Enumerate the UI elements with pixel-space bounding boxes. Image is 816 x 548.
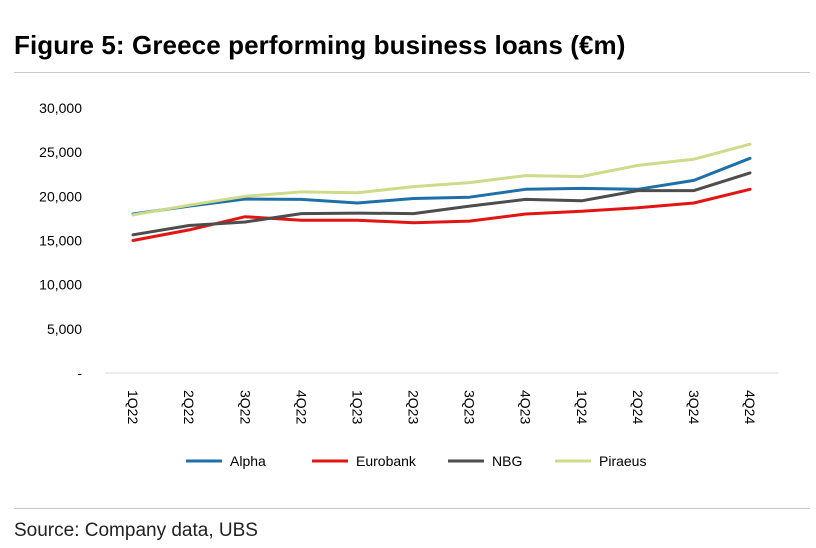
x-axis: 1Q22 2Q22 3Q22 4Q22 1Q23 2Q23 3Q23 4Q23 1Q24 2Q24…: [105, 372, 778, 424]
y-tick-label: -: [77, 365, 82, 381]
series-line-piraeus: [131, 142, 752, 217]
x-tick-label: 2Q23: [406, 390, 422, 424]
x-tick-label: 3Q22: [237, 390, 253, 424]
x-tick-label: 3Q23: [462, 390, 478, 424]
legend: Alpha Eurobank NBG Piraeus: [186, 453, 646, 469]
x-tick-label: 1Q22: [125, 390, 141, 424]
y-axis: - 5,000 10,000 15,000 20,000 25,000 30,000: [39, 100, 82, 381]
chart-title: Figure 5: Greece performing business loa…: [14, 30, 626, 60]
x-tick-label: 4Q22: [293, 390, 309, 424]
x-tick-label: 3Q24: [686, 390, 702, 424]
y-tick-label: 5,000: [47, 321, 82, 337]
source-note: Source: Company data, UBS: [14, 520, 258, 541]
line-chart: - 5,000 10,000 15,000 20,000 25,000 30,000 1Q2…: [39, 100, 778, 469]
legend-label-eurobank: Eurobank: [356, 453, 417, 469]
legend-label-alpha: Alpha: [230, 453, 266, 469]
y-tick-label: 25,000: [39, 144, 82, 160]
y-tick-label: 20,000: [39, 188, 82, 204]
x-tick-label: 4Q24: [742, 390, 758, 424]
series-line-eurobank: [131, 187, 752, 242]
series-line-alpha: [131, 156, 752, 216]
title-divider: [14, 72, 810, 73]
legend-label-nbg: NBG: [492, 453, 522, 469]
x-tick-label: 1Q23: [349, 390, 365, 424]
x-tick-label: 2Q24: [630, 390, 646, 424]
x-tick-label: 1Q24: [574, 390, 590, 424]
series-lines: [131, 142, 752, 242]
x-tick-label: 2Q22: [181, 390, 197, 424]
source-divider: [14, 508, 810, 509]
series-line-nbg: [131, 171, 752, 237]
x-tick-label: 4Q23: [518, 390, 534, 424]
y-tick-label: 10,000: [39, 277, 82, 293]
legend-label-piraeus: Piraeus: [599, 453, 646, 469]
y-tick-label: 30,000: [39, 100, 82, 116]
y-tick-label: 15,000: [39, 233, 82, 249]
